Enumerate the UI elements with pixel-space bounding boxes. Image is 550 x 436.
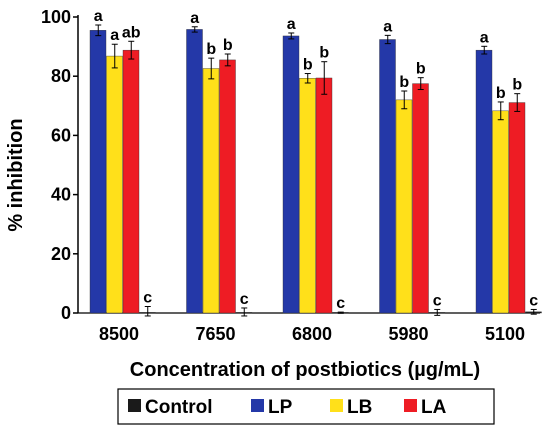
bar-lp-7650 (186, 29, 203, 314)
legend-swatch-lp (251, 399, 264, 412)
significance-label: c (529, 292, 538, 309)
significance-label: a (287, 16, 296, 33)
x-tick-label: 5100 (485, 324, 525, 344)
bar-la-6800 (315, 77, 333, 314)
legend-swatch-la (404, 399, 417, 412)
legend-box (117, 388, 495, 425)
significance-label: b (303, 57, 313, 74)
significance-label: b (223, 37, 233, 54)
legend-label-lb: LB (347, 397, 372, 418)
bar-lb-5980 (395, 99, 413, 314)
significance-label: a (480, 29, 489, 46)
bar-lp-5980 (379, 39, 396, 314)
bar-lb-6800 (299, 78, 316, 314)
significance-label: b (399, 74, 409, 91)
significance-label: b (512, 77, 522, 94)
significance-label: c (336, 295, 345, 312)
y-tick-label: 80 (51, 66, 71, 86)
legend: Control LP LB LA (117, 388, 495, 425)
bar-lp-8500 (89, 30, 107, 314)
legend-label-lp: LP (268, 397, 293, 418)
significance-label: a (110, 27, 119, 44)
bar-la-7650 (219, 59, 236, 314)
significance-label: b (319, 45, 329, 62)
y-tick-label: 0 (61, 303, 71, 323)
significance-label: b (206, 41, 216, 58)
bar-lp-6800 (282, 35, 300, 314)
bar-la-5980 (412, 83, 429, 314)
bar-la-5100 (508, 102, 526, 314)
legend-label-la: LA (421, 397, 447, 418)
legend-swatch-lb (330, 399, 343, 412)
significance-label: c (143, 289, 152, 306)
legend-swatch-control (128, 399, 141, 412)
x-tick-label: 5980 (388, 324, 428, 344)
significance-label: a (94, 8, 103, 25)
legend-label-control: Control (145, 397, 213, 418)
bar-lp-5100 (475, 49, 493, 314)
significance-label: c (240, 291, 249, 308)
y-tick-label: 60 (51, 125, 71, 145)
y-tick-label: 100 (41, 7, 71, 27)
bar-lb-7650 (202, 68, 220, 314)
bar-la-8500 (122, 49, 140, 314)
y-tick-label: 40 (51, 185, 71, 205)
bar-lb-5100 (492, 110, 509, 314)
x-axis-title: Concentration of postbiotics (µg/mL) (130, 359, 480, 381)
significance-label: b (496, 85, 506, 102)
x-tick-label: 7650 (195, 324, 235, 344)
y-axis-title: % inhibition (5, 118, 27, 231)
significance-label: a (383, 18, 392, 35)
x-tick-label: 6800 (292, 324, 332, 344)
significance-label: b (416, 61, 426, 78)
x-tick-label: 8500 (99, 324, 139, 344)
y-tick-label: 20 (51, 244, 71, 264)
bar-lb-8500 (106, 55, 123, 314)
significance-label: a (190, 10, 199, 27)
significance-label: ab (122, 24, 141, 41)
significance-label: c (433, 292, 442, 309)
